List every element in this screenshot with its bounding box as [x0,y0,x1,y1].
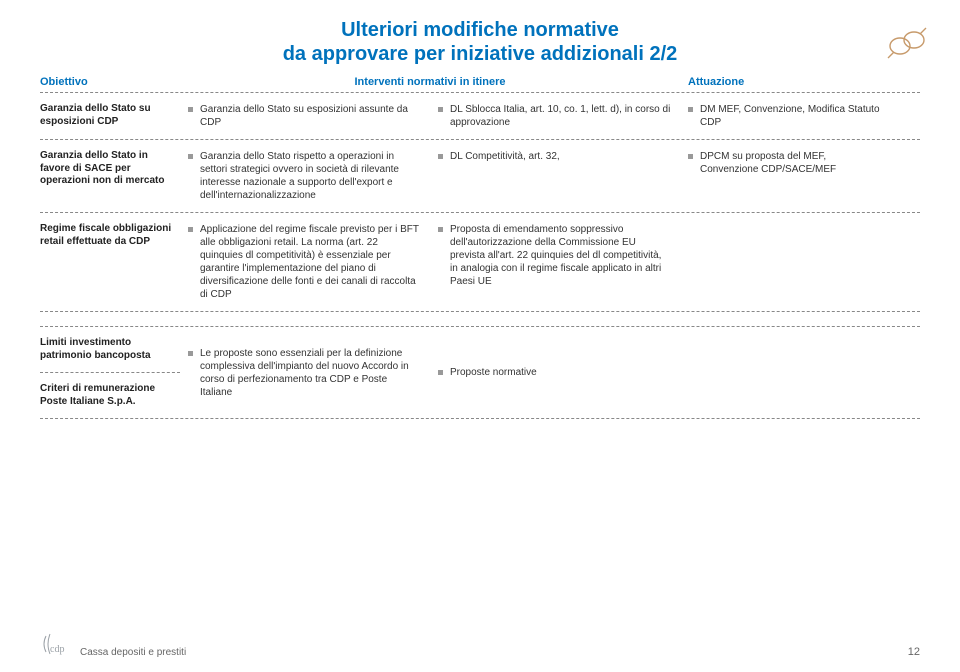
row-label: Garanzia dello Stato su esposizioni CDP [40,103,180,128]
cdp-logo-icon: cdp [40,632,70,658]
row-right: Proposta di emendamento soppressivo dell… [438,223,672,288]
row-right: Proposte normative [438,366,537,379]
slide-title: Ulteriori modifiche normative da approva… [40,18,920,66]
table-row: Garanzia dello Stato in favore di SACE p… [40,139,920,212]
row-right: DL Sblocca Italia, art. 10, co. 1, lett.… [438,103,672,129]
row-label-a: Limiti investimento patrimonio bancopost… [40,337,180,362]
row-mid: Applicazione del regime fiscale previsto… [188,223,422,301]
title-line-2: da approvare per iniziative addizionali … [40,42,920,66]
footer: cdp Cassa depositi e prestiti [40,632,186,658]
title-line-1: Ulteriori modifiche normative [40,18,920,42]
row-label: Garanzia dello Stato in favore di SACE p… [40,150,180,188]
page-number: 12 [908,646,920,658]
header-objective: Obiettivo [40,76,180,92]
svg-text:cdp: cdp [50,644,64,655]
row-right: DL Competitività, art. 32, [438,150,672,163]
row-mid: Garanzia dello Stato su esposizioni assu… [188,103,422,129]
title-fraction: 2/2 [649,43,677,65]
table-row: Limiti investimento patrimonio bancopost… [40,326,920,419]
header-implementation: Attuazione [680,76,880,92]
column-headers: Obiettivo Interventi normativi in itiner… [40,76,920,92]
row-mid: Le proposte sono essenziali per la defin… [188,347,422,399]
footer-brand: Cassa depositi e prestiti [80,647,186,658]
table-row: Garanzia dello Stato su esposizioni CDP … [40,92,920,139]
row-act: DPCM su proposta del MEF, Convenzione CD… [688,150,880,176]
table-row: Regime fiscale obbligazioni retail effet… [40,212,920,312]
row-mid: Garanzia dello Stato rispetto a operazio… [188,150,422,202]
row-label: Regime fiscale obbligazioni retail effet… [40,223,180,248]
header-interventions: Interventi normativi in itinere [180,76,680,92]
row-label-b: Criteri di remunerazione Poste Italiane … [40,383,180,408]
row-act: DM MEF, Convenzione, Modifica Statuto CD… [688,103,880,129]
decorative-icon [884,22,930,65]
title-line-2a: da approvare per iniziative addizionali [283,43,650,65]
